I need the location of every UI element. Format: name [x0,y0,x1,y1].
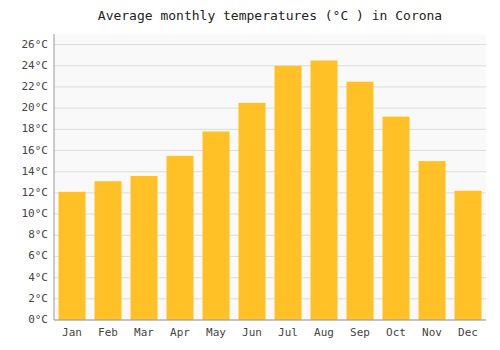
bar [95,181,122,320]
x-tick-label: Jul [278,326,298,339]
bar [131,176,158,320]
y-tick-label: 12°C [22,186,49,199]
bar [347,82,374,320]
y-tick-label: 24°C [22,59,49,72]
x-tick-label: Apr [170,326,190,339]
y-grid [54,45,486,320]
bars [59,60,482,320]
y-tick-label: 8°C [28,228,48,241]
chart-title: Average monthly temperatures (°C ) in Co… [98,8,442,23]
y-tick-label: 14°C [22,165,49,178]
grid-line [54,65,486,66]
y-tick-label: 10°C [22,207,49,220]
y-axis-line [54,34,55,320]
grid-line [54,44,486,45]
plot-background [54,34,486,320]
x-tick-label: Jun [242,326,262,339]
x-tick-label: Oct [386,326,406,339]
x-tick-label: Mar [134,326,154,339]
y-ticks: 0°C 2°C 4°C 6°C 8°C 10°C 12°C 14°C 16°C 18°C 20°C 2… [22,38,49,326]
x-tick-label: Nov [422,326,442,339]
y-tick-label: 4°C [28,271,48,284]
y-tick-label: 2°C [28,292,48,305]
bar [311,60,338,320]
bar [167,156,194,320]
chart-container: 0°C 2°C 4°C 6°C 8°C 10°C 12°C 14°C 16°C 18°C 20°C 2… [0,0,500,350]
bar [239,103,266,320]
x-tick-label: Aug [314,326,334,339]
bar [419,161,446,320]
grid-line [54,108,486,109]
x-tick-label: Sep [350,326,370,339]
y-tick-label: 16°C [22,144,49,157]
y-tick-label: 18°C [22,122,49,135]
x-ticks: Jan Feb Mar Apr May Jun Jul Aug Sep Oct Nov Dec [62,326,478,339]
bar [383,117,410,320]
bar [455,191,482,320]
grid-line [54,150,486,151]
y-tick-label: 0°C [28,313,48,326]
x-tick-label: May [206,326,226,339]
x-tick-label: Feb [98,326,118,339]
x-axis-line [54,320,486,321]
y-tick-label: 20°C [22,101,49,114]
y-tick-label: 26°C [22,38,49,51]
bar [59,192,86,320]
bar [275,66,302,320]
y-tick-label: 22°C [22,80,49,93]
grid-line [54,320,486,321]
grid-line [54,86,486,87]
chart-svg: 0°C 2°C 4°C 6°C 8°C 10°C 12°C 14°C 16°C 18°C 20°C 2… [0,0,500,350]
bar [203,131,230,320]
x-tick-label: Dec [458,326,478,339]
x-tick-label: Jan [62,326,82,339]
grid-line [54,129,486,130]
y-tick-label: 6°C [28,249,48,262]
